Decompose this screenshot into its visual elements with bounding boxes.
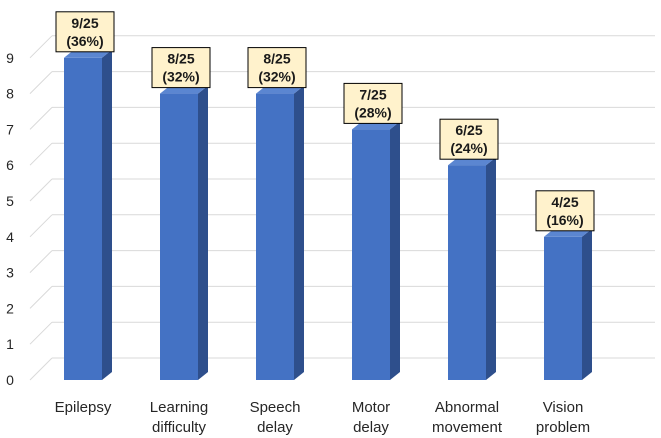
data-label-line: (24%) <box>450 140 487 156</box>
bar <box>448 157 496 380</box>
bar-front <box>256 93 294 380</box>
bar-front <box>352 129 390 380</box>
category-label: Vision problem <box>536 399 590 436</box>
category-label-line: Abnormal <box>435 399 499 416</box>
bar-front <box>544 236 582 380</box>
bar <box>256 85 304 380</box>
category-label-line: Speech <box>250 399 301 416</box>
data-label-box <box>343 82 403 124</box>
grid-depth-line <box>29 71 53 94</box>
category-label-line: delay <box>353 419 389 436</box>
category-label: Speech delay <box>250 399 301 436</box>
y-axis-ticks: 0 1 2 3 4 5 6 7 8 9 <box>6 50 14 388</box>
data-label: 8/25 (32%) <box>247 47 307 89</box>
data-label: 8/25 (32%) <box>151 47 211 89</box>
y-tick-label: 6 <box>6 157 14 173</box>
data-label-line: (28%) <box>354 104 391 120</box>
data-label-box <box>439 118 499 160</box>
data-label-text: 6/25 (24%) <box>450 122 487 156</box>
data-label-box <box>535 190 595 232</box>
bar-side <box>582 228 592 380</box>
grid-depth-line <box>29 250 53 273</box>
category-label: Epilepsy <box>55 399 112 416</box>
grid-depth-line <box>29 178 53 202</box>
data-label-line: 7/25 <box>359 86 386 102</box>
bar-side <box>198 85 208 380</box>
grid-depth-line <box>29 321 53 345</box>
category-label-line: movement <box>432 419 503 436</box>
y-tick-label: 4 <box>6 229 14 245</box>
data-label-line: (32%) <box>258 69 295 85</box>
bar-side <box>294 85 304 380</box>
category-label: Abnormal movement <box>432 399 503 436</box>
bar <box>544 228 592 380</box>
category-label: Learning difficulty <box>150 399 208 436</box>
category-label-line: Motor <box>352 399 390 416</box>
bar-front <box>448 165 486 380</box>
data-label-line: 8/25 <box>263 51 290 67</box>
bar-front <box>160 93 198 380</box>
bar-side <box>486 157 496 380</box>
data-label: 4/25 (16%) <box>535 190 595 232</box>
data-label-box <box>151 47 211 89</box>
data-label-line: 4/25 <box>551 194 578 210</box>
bars <box>64 49 592 381</box>
data-label-text: 9/25 (36%) <box>66 15 103 49</box>
bar-side <box>390 121 400 381</box>
data-labels: 9/25 (36%) 8/25 (32%) 8/25 (32%) 7/25 (28%) 6/25… <box>55 11 595 232</box>
category-label-line: Vision <box>543 399 584 416</box>
bar <box>64 49 112 381</box>
grid-depth-line <box>29 214 53 238</box>
y-tick-label: 7 <box>6 121 14 137</box>
category-label-line: Learning <box>150 399 208 416</box>
grid-depth-line <box>29 142 53 166</box>
data-label-line: 9/25 <box>71 15 98 31</box>
data-label-line: 8/25 <box>167 51 194 67</box>
grid-depth-line <box>29 35 53 59</box>
y-tick-label: 0 <box>6 372 14 388</box>
y-tick-label: 8 <box>6 86 14 102</box>
y-tick-label: 2 <box>6 300 14 316</box>
grid-depth-line <box>29 107 53 130</box>
data-label-text: 7/25 (28%) <box>354 86 391 120</box>
category-label-line: problem <box>536 419 590 436</box>
category-label-line: difficulty <box>152 419 206 436</box>
data-label-line: (32%) <box>162 69 199 85</box>
category-label: Motor delay <box>352 399 390 436</box>
y-tick-label: 3 <box>6 265 14 281</box>
y-tick-label: 9 <box>6 50 14 66</box>
y-tick-label: 1 <box>6 336 14 352</box>
category-label-line: delay <box>257 419 293 436</box>
grid-depth-line <box>29 286 53 309</box>
bar <box>160 85 208 380</box>
grid-depth-line <box>29 357 53 381</box>
data-label: 7/25 (28%) <box>343 82 403 124</box>
bar <box>352 121 400 381</box>
bar-side <box>102 49 112 381</box>
data-label-box <box>247 47 307 89</box>
y-tick-label: 5 <box>6 193 14 209</box>
data-label-line: (16%) <box>546 212 583 228</box>
data-label: 6/25 (24%) <box>439 118 499 160</box>
data-label-text: 8/25 (32%) <box>162 51 199 85</box>
bar-front <box>64 57 102 381</box>
data-label-line: (36%) <box>66 33 103 49</box>
data-label-box <box>55 11 115 53</box>
data-label-text: 4/25 (16%) <box>546 194 583 228</box>
data-label-line: 6/25 <box>455 122 482 138</box>
data-label: 9/25 (36%) <box>55 11 115 53</box>
data-label-text: 8/25 (32%) <box>258 51 295 85</box>
category-label-line: Epilepsy <box>55 399 112 416</box>
